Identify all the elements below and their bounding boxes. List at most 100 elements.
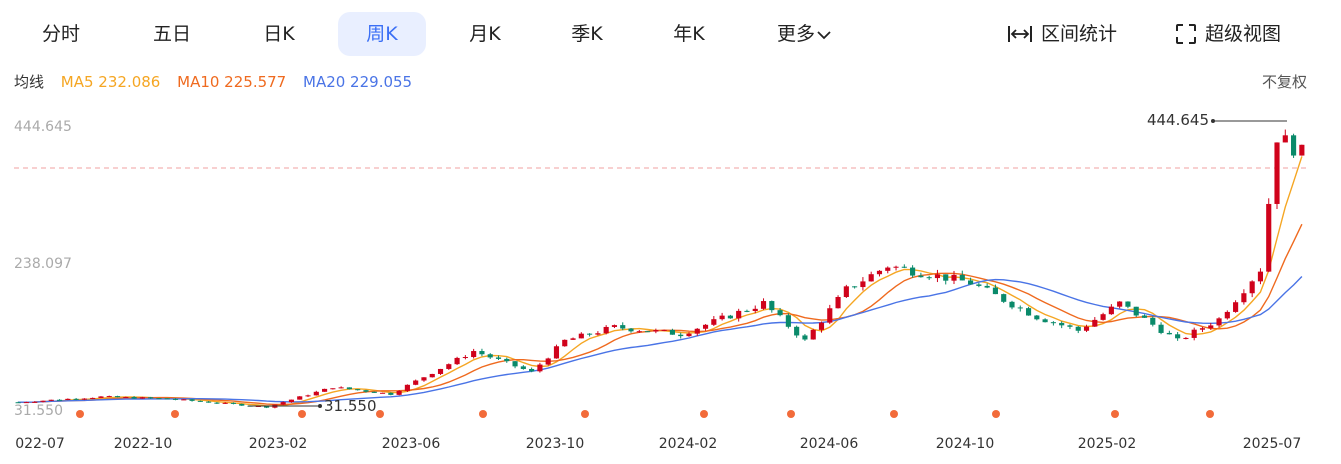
event-marker-dot [76, 410, 84, 418]
candle-body [123, 397, 129, 399]
candle-body [810, 329, 816, 340]
max-pointer-dot [1211, 119, 1215, 123]
candle-body [197, 400, 203, 402]
candle-body [222, 402, 228, 404]
candle-body [794, 326, 800, 336]
tab-intraday[interactable]: 分时 [41, 23, 80, 45]
candle-body [918, 275, 924, 278]
candle-body [172, 398, 179, 400]
candle-body [1257, 271, 1264, 282]
candle-body [1001, 294, 1007, 302]
candle-body [471, 351, 477, 358]
event-marker-dot [992, 410, 1000, 418]
candle-body [901, 266, 907, 268]
candle-body [943, 274, 949, 281]
candle-body [910, 267, 916, 276]
x-axis-date-label: 2025-07 [1243, 436, 1302, 452]
candle-body [1150, 317, 1156, 325]
candle-body [1166, 332, 1172, 335]
candle-body [1117, 301, 1123, 307]
tab-more[interactable]: 更多 [765, 12, 843, 56]
candle-body [421, 377, 427, 381]
event-marker-dot [787, 410, 795, 418]
candle-body [777, 310, 783, 316]
event-marker-dot [890, 410, 898, 418]
tab-weekly-k[interactable]: 周K [338, 12, 426, 56]
candle-body [678, 334, 684, 337]
candle-body [636, 331, 642, 333]
candle-body [379, 392, 386, 394]
tab-daily-k[interactable]: 日K [263, 23, 295, 45]
event-marker-dot [581, 410, 589, 418]
candle-body [595, 333, 601, 335]
candle-body [719, 315, 725, 320]
candle-body [827, 308, 833, 323]
ma-legend: 均线 MA5 232.086 MA10 225.577 MA20 229.055 [14, 70, 424, 94]
candle-body [537, 364, 543, 372]
candle-body [661, 329, 667, 331]
candle-body [1100, 314, 1106, 320]
x-axis-date-label: 2022-10 [114, 436, 173, 452]
candle-body [305, 395, 311, 397]
candle-body [371, 391, 377, 393]
candle-body [429, 373, 435, 378]
candle-body [843, 286, 849, 298]
candle-body [968, 280, 974, 285]
candle-body [1282, 135, 1288, 143]
x-axis-date-label: 2024-10 [936, 436, 995, 452]
candle-body [264, 405, 270, 408]
candle-body [1141, 315, 1148, 318]
y-axis-label: 238.097 [14, 256, 72, 272]
candle-body [603, 326, 609, 334]
candle-body [65, 398, 71, 400]
event-marker-dot [479, 410, 487, 418]
event-marker-dot [376, 410, 384, 418]
tab-quarterly-k[interactable]: 季K [571, 23, 603, 45]
candle-body [230, 402, 237, 404]
ma10-legend: MA10 225.577 [177, 73, 287, 91]
candle-body [1092, 319, 1098, 327]
candle-body [32, 401, 38, 403]
candle-body [802, 335, 808, 340]
chevron-down-icon [817, 12, 831, 56]
candle-body [1241, 293, 1247, 303]
tab-five-day[interactable]: 五日 [152, 23, 191, 45]
price-adjust-toggle[interactable]: 不复权 [1261, 73, 1307, 91]
candle-body [73, 398, 79, 400]
candle-body [818, 322, 825, 330]
candle-body [645, 331, 651, 333]
candle-body [1291, 135, 1297, 156]
candle-body [727, 315, 733, 319]
candle-body [976, 284, 982, 286]
candle-body [181, 399, 187, 401]
candle-body [404, 384, 410, 391]
candle-body [139, 397, 145, 399]
candle-body [1158, 324, 1164, 333]
candle-body [23, 402, 29, 404]
candle-body [852, 286, 858, 288]
candle-body [992, 287, 998, 295]
candle-body [835, 297, 841, 309]
event-marker-dot [1206, 410, 1214, 418]
ma10-line [18, 223, 1303, 406]
tab-yearly-k[interactable]: 年K [673, 23, 705, 45]
interval-stats-button[interactable]: 区间统计 [1007, 12, 1117, 56]
ma20-legend: MA20 229.055 [303, 73, 413, 91]
candle-body [355, 389, 361, 391]
candle-body [214, 402, 220, 404]
min-value-label: 31.550 [324, 397, 377, 415]
candle-body [330, 388, 336, 390]
candle-body [1224, 311, 1230, 319]
y-axis-label: 444.645 [14, 119, 72, 135]
candle-body [529, 368, 535, 372]
candle-body [587, 333, 593, 335]
tab-more-label: 更多 [776, 23, 815, 45]
candle-body [934, 274, 941, 279]
candle-body [1083, 326, 1090, 331]
y-axis-label: 31.550 [14, 403, 63, 419]
super-view-button[interactable]: 超级视图 [1175, 12, 1281, 56]
candle-body [1216, 318, 1222, 326]
candle-body [736, 310, 742, 319]
candle-body [280, 402, 286, 405]
tab-monthly-k[interactable]: 月K [469, 23, 501, 45]
